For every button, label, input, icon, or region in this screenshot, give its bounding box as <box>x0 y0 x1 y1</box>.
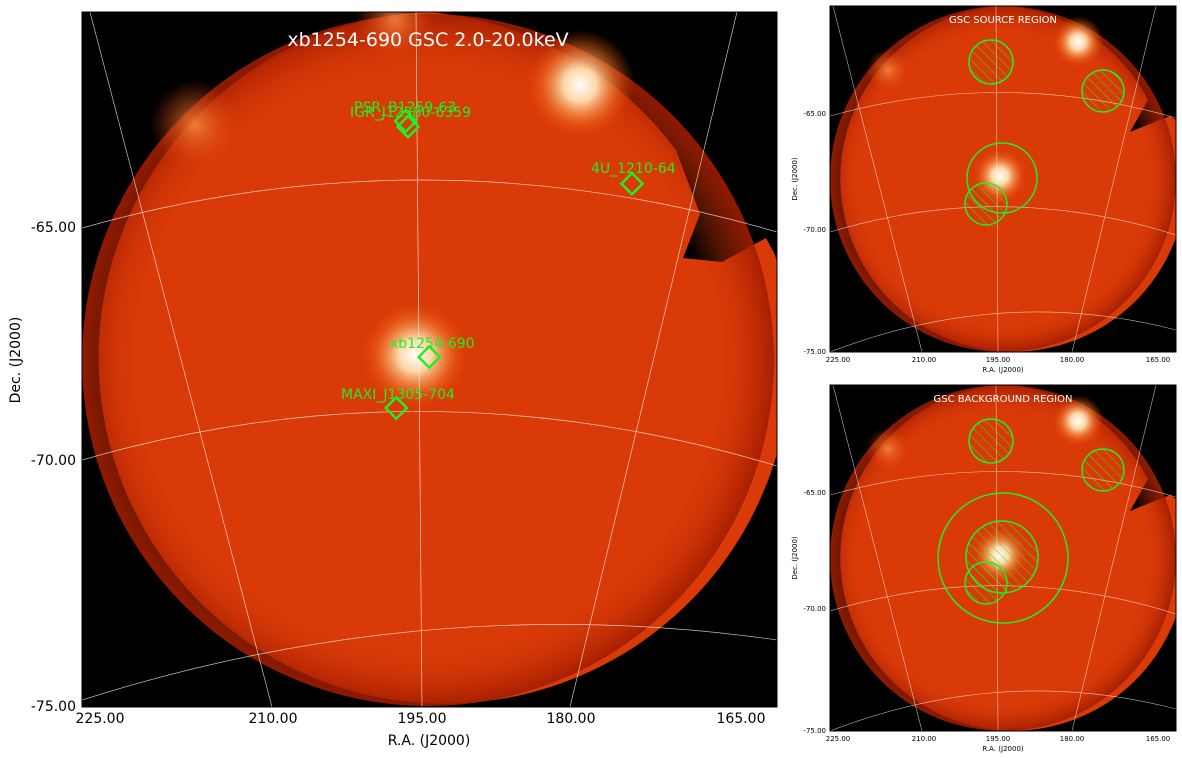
source-panel-frame <box>829 5 1177 353</box>
main-ytick-70: -70.00 <box>31 453 76 469</box>
background-annulus-outer <box>937 492 1069 624</box>
main-xtick-195: 195.00 <box>398 711 447 727</box>
source-xtick-180: 180.00 <box>1060 356 1085 364</box>
source-region-exclusion-3 <box>964 182 1008 226</box>
main-target-source <box>360 300 470 410</box>
label-psr: PSR_B1259-63 <box>354 100 456 116</box>
source-ytick-75: -75.00 <box>803 348 826 356</box>
source-panel-regions <box>964 39 1125 226</box>
main-ytick-65: -65.00 <box>31 220 76 236</box>
source-ytick-70: -70.00 <box>803 226 826 234</box>
source-panel-bright-source <box>1052 16 1104 68</box>
background-xtick-225: 225.00 <box>826 735 851 743</box>
background-xtick-165: 165.00 <box>1146 735 1171 743</box>
background-panel-regions <box>964 418 1125 605</box>
label-maxi: MAXI_J1305-704 <box>341 387 455 403</box>
main-panel: PSR_B1259-63 IGR_J12580-6359 4U_1210-64 … <box>8 11 778 749</box>
source-xtick-225: 225.00 <box>826 356 851 364</box>
background-ytick-70: -70.00 <box>803 605 826 613</box>
background-panel-bright-source <box>1052 395 1104 447</box>
background-exclusion-2 <box>1081 448 1125 492</box>
background-exclusion-1 <box>968 418 1014 464</box>
background-panel-dim-source <box>866 427 910 471</box>
main-ytick-75: -75.00 <box>31 699 76 715</box>
background-xtick-195: 195.00 <box>986 735 1011 743</box>
source-panel-dim-source <box>866 48 910 92</box>
background-exclusion-3 <box>964 561 1008 605</box>
marker-xb1254 <box>416 344 442 370</box>
background-panel-frame <box>829 384 1177 732</box>
source-ylabel: Dec. (J2000) <box>791 157 799 201</box>
background-xlabel: R.A. (J2000) <box>982 745 1024 753</box>
background-panel-title: GSC BACKGROUND REGION <box>934 394 1073 405</box>
label-igr: IGR_J12580-6359 <box>350 105 471 121</box>
label-xb1254: xb1254-690 <box>390 336 475 352</box>
source-xtick-195: 195.00 <box>986 356 1011 364</box>
source-region-circle <box>966 142 1038 214</box>
source-xlabel: R.A. (J2000) <box>982 366 1024 374</box>
source-panel-title: GSC SOURCE REGION <box>949 15 1057 26</box>
main-dim-source-left <box>150 80 240 170</box>
background-ytick-75: -75.00 <box>803 727 826 735</box>
background-xtick-180: 180.00 <box>1060 735 1085 743</box>
background-region-panel: GSC BACKGROUND REGION 225.00 210.00 195.… <box>791 384 1177 753</box>
main-xtick-165: 165.00 <box>717 711 766 727</box>
main-bright-source-top <box>525 30 635 140</box>
source-xtick-210: 210.00 <box>912 356 937 364</box>
main-xtick-210: 210.00 <box>249 711 298 727</box>
main-ylabel: Dec. (J2000) <box>8 317 24 404</box>
source-region-exclusion-1 <box>968 39 1014 85</box>
marker-igr <box>395 114 421 140</box>
source-region-panel: GSC SOURCE REGION 225.00 210.00 195.00 1… <box>791 5 1177 374</box>
main-coordinate-grid <box>82 12 777 707</box>
main-xlabel: R.A. (J2000) <box>388 733 471 749</box>
source-region-exclusion-2 <box>1081 69 1125 113</box>
marker-4u <box>619 171 645 197</box>
background-ylabel: Dec. (J2000) <box>791 536 799 580</box>
main-xtick-180: 180.00 <box>547 711 596 727</box>
label-4u: 4U_1210-64 <box>591 161 676 177</box>
main-source-markers <box>383 108 645 421</box>
main-frame <box>81 11 778 708</box>
source-ytick-65: -65.00 <box>803 110 826 118</box>
main-xtick-225: 225.00 <box>76 711 125 727</box>
background-ytick-65: -65.00 <box>803 489 826 497</box>
main-dim-source-top <box>355 12 435 60</box>
main-title: xb1254-690 GSC 2.0-20.0keV <box>287 29 568 51</box>
marker-maxi <box>383 395 409 421</box>
background-xtick-210: 210.00 <box>912 735 937 743</box>
marker-psr <box>393 108 419 134</box>
source-xtick-165: 165.00 <box>1146 356 1171 364</box>
